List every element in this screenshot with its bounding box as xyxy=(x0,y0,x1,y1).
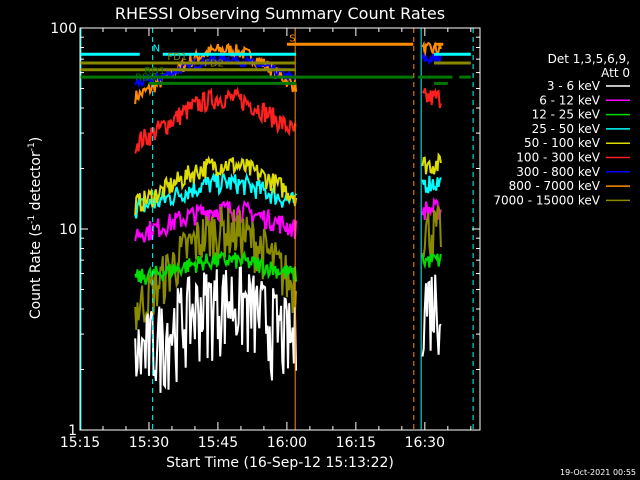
y-tick-label: 1 xyxy=(68,423,77,439)
x-tick-label: 15:15 xyxy=(60,435,100,451)
flag-label-n: N xyxy=(153,43,160,54)
flag-label-fd1: FD1 xyxy=(167,52,187,63)
x-tick-label: 15:30 xyxy=(129,435,169,451)
flag-label-rd1: RD1 xyxy=(144,66,165,77)
legend-label-3-6: 3 - 6 keV xyxy=(547,79,601,93)
y-axis-label: Count Rate (s-1 detector-1) xyxy=(27,137,44,319)
legend-label-25-50: 25 - 50 keV xyxy=(532,122,601,136)
footer-date: 19-Oct-2021 00:55 xyxy=(560,468,636,477)
y-label-sup-1: -1 xyxy=(27,215,37,224)
legend-label-6-12: 6 - 12 keV xyxy=(539,93,601,107)
legend-label-100-300: 100 - 300 keV xyxy=(516,151,600,165)
x-tick-label: 16:00 xyxy=(267,435,307,451)
chart-title: RHESSI Observing Summary Count Rates xyxy=(115,4,445,23)
y-label-sup-2: -1 xyxy=(27,142,37,151)
series-100-300 xyxy=(134,86,442,154)
flag-label-rdc: RDC xyxy=(135,72,157,83)
y-tick-label: 10 xyxy=(59,222,77,238)
legend-label-7000-15000: 7000 - 15000 keV xyxy=(493,193,600,207)
axes-layer: 15:15 15:30 15:45 16:00 16:15 16:30 1 10 100 xyxy=(50,21,481,451)
flag-label-s: S xyxy=(289,33,295,44)
legend-label-800-7000: 800 - 7000 keV xyxy=(509,179,601,193)
series-50-100 xyxy=(134,152,442,216)
y-label-mid: detector xyxy=(28,151,44,215)
y-tick-label: 100 xyxy=(50,21,77,37)
series-7000-15000 xyxy=(134,204,442,330)
series-3-6 xyxy=(134,266,442,393)
legend-header-1: Att 0 xyxy=(601,66,630,80)
x-tick-label: 16:15 xyxy=(336,435,376,451)
y-label-end: ) xyxy=(28,137,44,142)
y-label-main: Count Rate (s xyxy=(28,224,44,319)
x-tick-label: 15:45 xyxy=(198,435,238,451)
x-axis-label: Start Time (16-Sep-12 15:13:22) xyxy=(166,455,394,471)
legend-label-50-100: 50 - 100 keV xyxy=(524,136,601,150)
series-12-25 xyxy=(134,250,442,285)
legend-header-0: Det 1,3,5,6,9, xyxy=(548,52,630,66)
x-tick-label: 16:30 xyxy=(405,435,445,451)
flag-label-fd2: FD2 xyxy=(204,59,224,70)
legend-label-12-25: 12 - 25 keV xyxy=(532,108,601,122)
legend-label-300-800: 300 - 800 keV xyxy=(516,165,600,179)
plot-area xyxy=(134,40,442,393)
